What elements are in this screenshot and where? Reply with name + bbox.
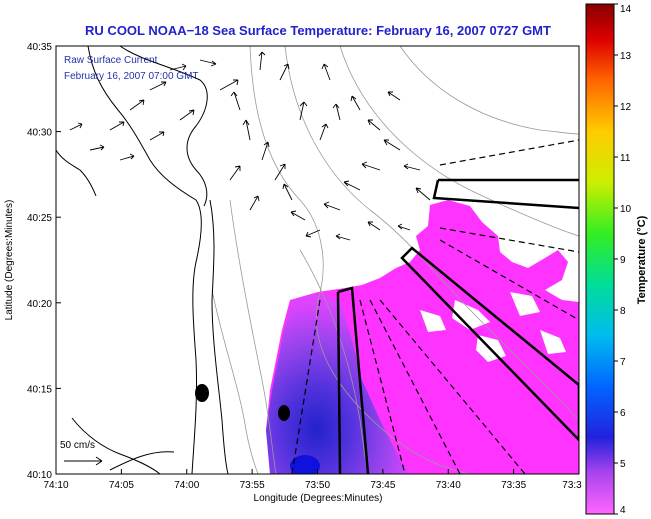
y-tick-label: 40:10 xyxy=(27,470,52,481)
sst-gap xyxy=(420,310,446,332)
x-tick-label: 73:45 xyxy=(370,480,395,491)
scale-arrow xyxy=(64,456,103,466)
sst-gap xyxy=(540,330,566,354)
y-axis-label: Latitude (Degrees:Minutes) xyxy=(4,200,15,321)
y-tick-label: 40:20 xyxy=(27,299,52,310)
colorbar-tick-label: 13 xyxy=(620,51,632,62)
x-axis-label: Longitude (Degrees:Minutes) xyxy=(254,493,383,504)
legend-line-2: February 16, 2007 07:00 GMT xyxy=(64,71,199,82)
colorbar-tick-label: 14 xyxy=(620,4,632,15)
y-tick-label: 40:35 xyxy=(27,42,52,53)
zone-outlines xyxy=(336,178,579,474)
colorbar-tick-label: 8 xyxy=(620,306,626,317)
sst-gap xyxy=(510,292,540,316)
y-tick-label: 40:15 xyxy=(27,384,52,395)
colorbar-tick-label: 10 xyxy=(620,204,632,215)
colorbar xyxy=(585,3,615,515)
colorbar-tick-labels: 4 5 6 7 8 9 10 11 12 13 14 xyxy=(614,3,632,516)
y-tick-label: 40:30 xyxy=(27,128,52,139)
colorbar-tick-label: 6 xyxy=(620,408,626,419)
x-tick-label: 74:00 xyxy=(174,480,199,491)
x-tick-label: 73:40 xyxy=(436,480,461,491)
legend-line-1: Raw Surface Current xyxy=(64,55,158,66)
colorbar-tick-label: 12 xyxy=(620,102,632,113)
radar-lines xyxy=(291,139,579,474)
sst-gap xyxy=(452,300,490,330)
x-tick-label: 73:55 xyxy=(240,480,265,491)
current-vectors xyxy=(69,51,431,241)
figure-title: RU COOL NOAA−18 Sea Surface Temperature:… xyxy=(85,23,551,38)
zone-south xyxy=(336,286,370,474)
x-tick-label: 74:05 xyxy=(109,480,134,491)
colorbar-tick-label: 9 xyxy=(620,255,626,266)
zone-north xyxy=(432,178,579,210)
y-tick-labels: 40:35 40:30 40:25 40:20 40:15 40:10 xyxy=(27,42,61,481)
x-tick-label: 73:35 xyxy=(501,480,526,491)
colorbar-tick-label: 4 xyxy=(620,505,626,516)
station-marker xyxy=(195,384,209,402)
scale-label: 50 cm/s xyxy=(60,440,95,451)
colorbar-title: Temperature (°C) xyxy=(636,215,648,304)
y-tick-label: 40:25 xyxy=(27,213,52,224)
x-tick-labels: 74:10 74:05 74:00 73:55 73:50 73:45 73:40 73:35… xyxy=(43,469,582,491)
colorbar-tick-label: 11 xyxy=(620,153,631,164)
x-tick-label: 73:3 xyxy=(562,480,582,491)
x-tick-label: 73:50 xyxy=(305,480,330,491)
station-marker xyxy=(278,405,290,421)
coastline xyxy=(56,46,229,474)
zone-diagonal xyxy=(400,246,579,442)
colorbar-tick-label: 7 xyxy=(620,357,626,368)
plot-area xyxy=(56,46,579,474)
x-tick-label: 74:10 xyxy=(43,480,68,491)
sst-cold-spot xyxy=(290,455,320,474)
colorbar-tick-label: 5 xyxy=(620,459,626,470)
